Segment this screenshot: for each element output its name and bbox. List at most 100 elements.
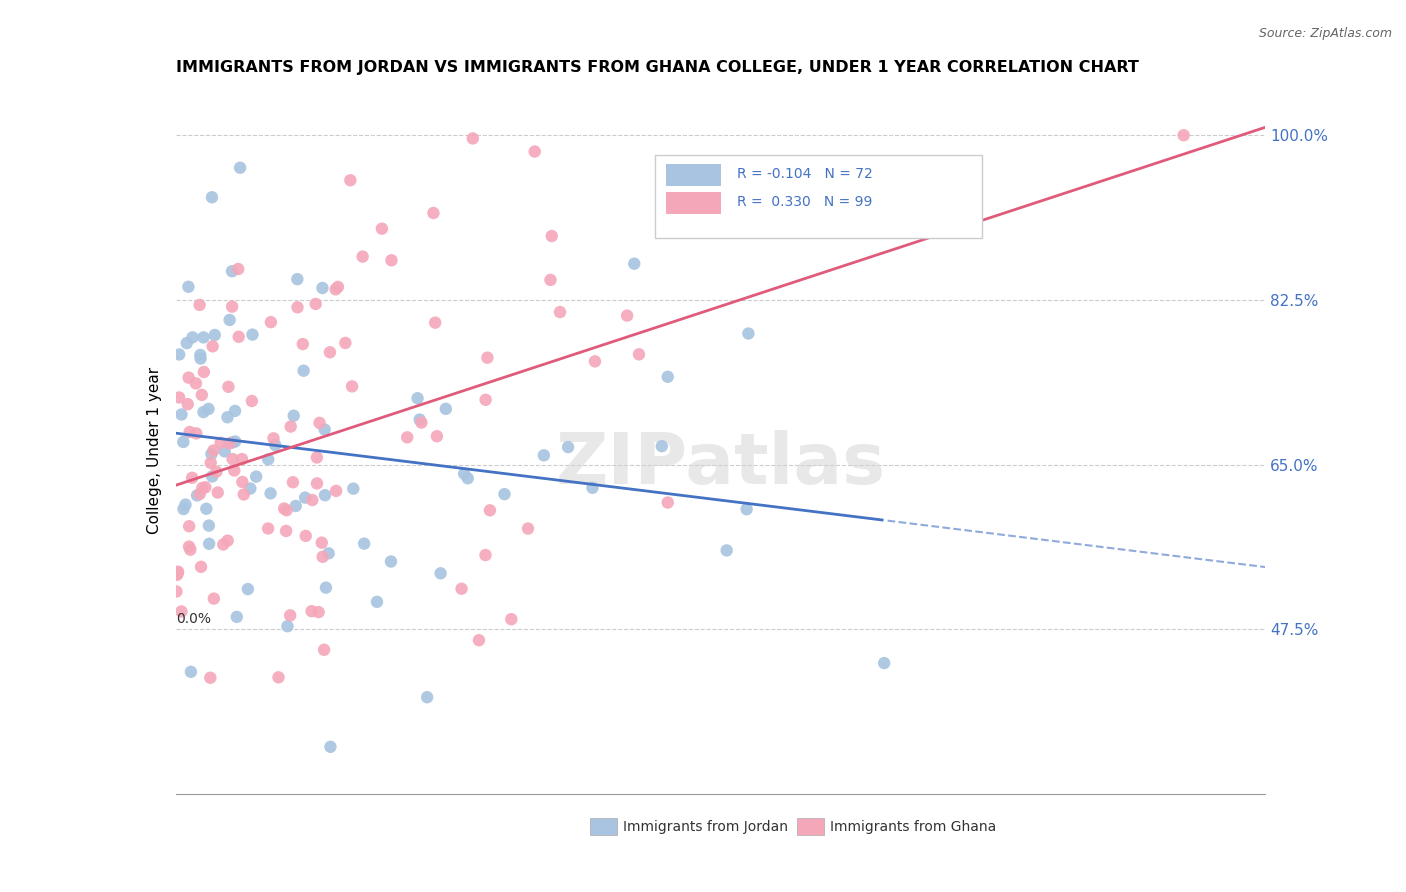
Point (353, 536, 375, 550)
Point (581, 481, 603, 495)
Point (342, 482, 364, 496)
Point (167, 565, 190, 579)
Point (218, 436, 240, 450)
Point (202, 443, 225, 458)
Point (186, 426, 208, 441)
Point (177, 280, 200, 294)
Point (224, 434, 246, 449)
Text: Source: ZipAtlas.com: Source: ZipAtlas.com (1258, 27, 1392, 40)
Point (200, 671, 222, 685)
Point (319, 739, 342, 754)
Point (188, 298, 211, 312)
Point (411, 416, 433, 430)
Point (623, 257, 645, 271)
Point (453, 467, 475, 481)
Point (221, 435, 243, 450)
Point (170, 408, 193, 422)
Point (276, 619, 298, 633)
Point (177, 540, 200, 554)
Point (263, 431, 285, 445)
Point (434, 401, 457, 416)
Point (167, 391, 190, 405)
Point (166, 567, 188, 582)
Point (204, 328, 226, 343)
Point (474, 548, 496, 562)
Point (212, 537, 235, 551)
Point (312, 549, 335, 564)
Point (557, 440, 579, 454)
Point (523, 145, 546, 159)
FancyBboxPatch shape (655, 155, 981, 237)
Point (226, 262, 249, 277)
Point (173, 502, 195, 516)
Point (305, 297, 328, 311)
Point (735, 502, 758, 516)
Point (191, 481, 214, 495)
Point (314, 488, 336, 502)
Point (167, 347, 190, 361)
Point (181, 471, 204, 485)
Point (257, 521, 280, 535)
Point (217, 380, 239, 394)
Point (793, 204, 815, 219)
Point (218, 313, 240, 327)
Point (197, 401, 219, 416)
Point (190, 351, 212, 366)
Point (380, 554, 402, 568)
Point (540, 273, 562, 287)
Point (179, 542, 201, 557)
Point (224, 463, 246, 477)
Point (305, 450, 328, 465)
Point (193, 365, 215, 379)
Point (231, 475, 253, 489)
Point (318, 546, 340, 560)
Point (406, 391, 429, 405)
Point (202, 591, 225, 606)
Point (198, 518, 221, 533)
Point (294, 491, 316, 505)
Point (408, 412, 430, 426)
Point (517, 522, 540, 536)
Point (1173, 128, 1195, 143)
Point (340, 379, 363, 393)
Point (214, 444, 236, 458)
Point (195, 501, 218, 516)
Point (314, 642, 336, 657)
Point (200, 456, 222, 470)
Text: ZIPatlas: ZIPatlas (555, 430, 886, 499)
Point (201, 339, 224, 353)
Point (257, 452, 280, 467)
Point (284, 499, 307, 513)
Point (416, 690, 439, 705)
Point (319, 345, 342, 359)
Point (231, 452, 253, 467)
Text: Immigrants from Jordan: Immigrants from Jordan (623, 820, 787, 834)
Point (274, 524, 297, 538)
Point (494, 487, 516, 501)
Point (548, 305, 571, 319)
Point (177, 397, 200, 411)
Point (264, 438, 287, 452)
Point (301, 604, 323, 618)
Point (294, 529, 316, 543)
Point (228, 330, 250, 344)
Point (461, 131, 484, 145)
Point (366, 595, 388, 609)
Point (179, 425, 201, 439)
Point (170, 605, 193, 619)
Point (352, 250, 374, 264)
Point (325, 483, 347, 498)
Point (181, 330, 204, 344)
Point (308, 605, 330, 619)
Point (221, 452, 243, 467)
Point (232, 487, 254, 501)
Point (221, 300, 243, 314)
Point (873, 656, 896, 670)
Point (380, 253, 402, 268)
Point (457, 471, 479, 485)
Point (245, 469, 267, 483)
Text: IMMIGRANTS FROM JORDAN VS IMMIGRANTS FROM GHANA COLLEGE, UNDER 1 YEAR CORRELATIO: IMMIGRANTS FROM JORDAN VS IMMIGRANTS FRO… (176, 61, 1139, 76)
Point (468, 633, 491, 648)
Point (501, 612, 523, 626)
Point (657, 495, 679, 509)
